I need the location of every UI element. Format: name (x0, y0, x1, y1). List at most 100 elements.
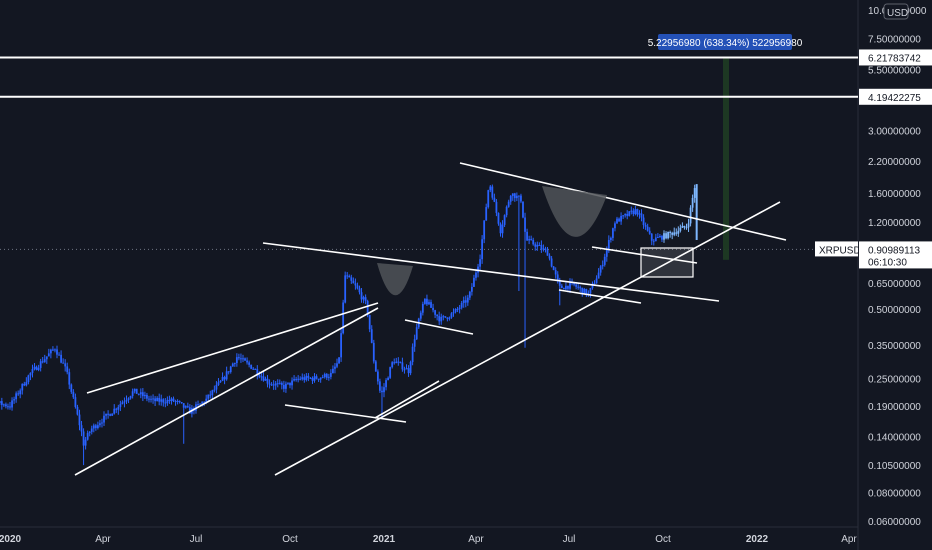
wedge-lower-line[interactable] (284, 404, 407, 423)
candle-body (127, 398, 130, 401)
candle (473, 274, 475, 287)
candle-body (123, 401, 126, 403)
candle-body (370, 329, 373, 343)
candle (225, 366, 228, 381)
price-axis[interactable]: 10.000000007.500000005.500000003.0000000… (868, 3, 927, 528)
consolidation-box[interactable] (640, 247, 694, 278)
candle (446, 317, 449, 322)
candle (242, 354, 244, 363)
candle-body (103, 415, 105, 423)
measure-zone[interactable] (723, 57, 729, 260)
candle-body (80, 425, 83, 432)
channel-upper-line-2020[interactable] (86, 302, 379, 394)
candle-body (689, 207, 692, 224)
large-cup-shape[interactable] (542, 186, 607, 237)
horizontal-levels-layer[interactable] (0, 56, 858, 98)
candle-body (687, 223, 690, 228)
candle (7, 403, 9, 410)
candle-body (133, 388, 136, 392)
currency-badge[interactable]: USD (883, 3, 909, 20)
candle (143, 391, 146, 400)
price-tick-label: 0.08000000 (868, 488, 921, 499)
candle-body (260, 376, 263, 378)
candle-body (540, 245, 543, 250)
candle-body (501, 224, 504, 234)
candle (176, 399, 179, 405)
candle-body (434, 310, 437, 315)
candle-body (188, 407, 191, 414)
candle-body (119, 404, 122, 408)
projection-measure-bar[interactable] (723, 57, 729, 260)
candle (468, 290, 471, 301)
candle (632, 208, 635, 217)
wedge-rising-line[interactable] (374, 380, 440, 419)
consolidation-line[interactable] (404, 319, 474, 335)
candle-body (356, 285, 359, 289)
candle (256, 365, 259, 380)
major-descending-resistance[interactable] (459, 162, 787, 241)
flag-upper-line[interactable] (591, 246, 698, 264)
drawings-layer[interactable] (74, 162, 787, 476)
candle (669, 230, 672, 238)
candle-body (659, 236, 661, 238)
candle (217, 378, 220, 386)
candle (39, 358, 42, 372)
candle-body (456, 308, 459, 310)
channel-lower-line-2020[interactable] (74, 307, 379, 476)
long-term-support-line[interactable] (274, 201, 781, 476)
candle (397, 357, 400, 366)
candle-body (197, 404, 199, 406)
candle-body (235, 357, 238, 364)
candle-body (215, 384, 218, 390)
candle (562, 287, 565, 290)
candle-body (589, 288, 592, 294)
candle (620, 212, 622, 225)
candle (72, 389, 75, 399)
candle-body (105, 413, 107, 416)
candle (552, 266, 555, 271)
small-cup-shape[interactable] (377, 263, 413, 296)
candle-body (276, 383, 279, 385)
candle-body (460, 302, 463, 308)
candle-body (362, 297, 365, 300)
candle-body (650, 233, 653, 241)
candle-body (381, 390, 383, 393)
candle (479, 254, 481, 271)
candle (135, 388, 138, 394)
candle-body (524, 217, 526, 232)
candle-body (597, 272, 600, 279)
price-tick-label: 1.60000000 (868, 189, 921, 200)
candle-body (299, 378, 302, 380)
candle-body (287, 382, 289, 384)
candle (372, 339, 375, 364)
pullback-line[interactable] (558, 289, 642, 304)
candle (501, 220, 504, 238)
candle-body (72, 391, 75, 398)
candle-body (293, 379, 295, 381)
candle-body (176, 400, 179, 402)
candle (213, 385, 216, 393)
candle-body (450, 313, 453, 318)
candle (434, 309, 437, 319)
current-price-tag-text: 0.90989113 (868, 245, 921, 256)
candle (589, 287, 592, 298)
candle (379, 378, 381, 393)
candle (121, 400, 124, 405)
candle (526, 228, 528, 242)
candle (395, 357, 398, 364)
candle-body (31, 369, 34, 373)
symbol-tag (815, 241, 858, 257)
candle (593, 280, 596, 285)
candle-body (317, 378, 320, 380)
time-axis[interactable]: 2020 Apr Jul Oct 2021 Apr Jul Oct 2022 Apr (0, 534, 857, 545)
candle (287, 382, 289, 385)
candle (548, 253, 551, 261)
candle-body (640, 213, 643, 218)
candle (94, 423, 97, 431)
candle (616, 216, 618, 224)
candle-body (342, 302, 345, 334)
descending-resistance-line[interactable] (262, 242, 720, 302)
candle (507, 199, 510, 208)
